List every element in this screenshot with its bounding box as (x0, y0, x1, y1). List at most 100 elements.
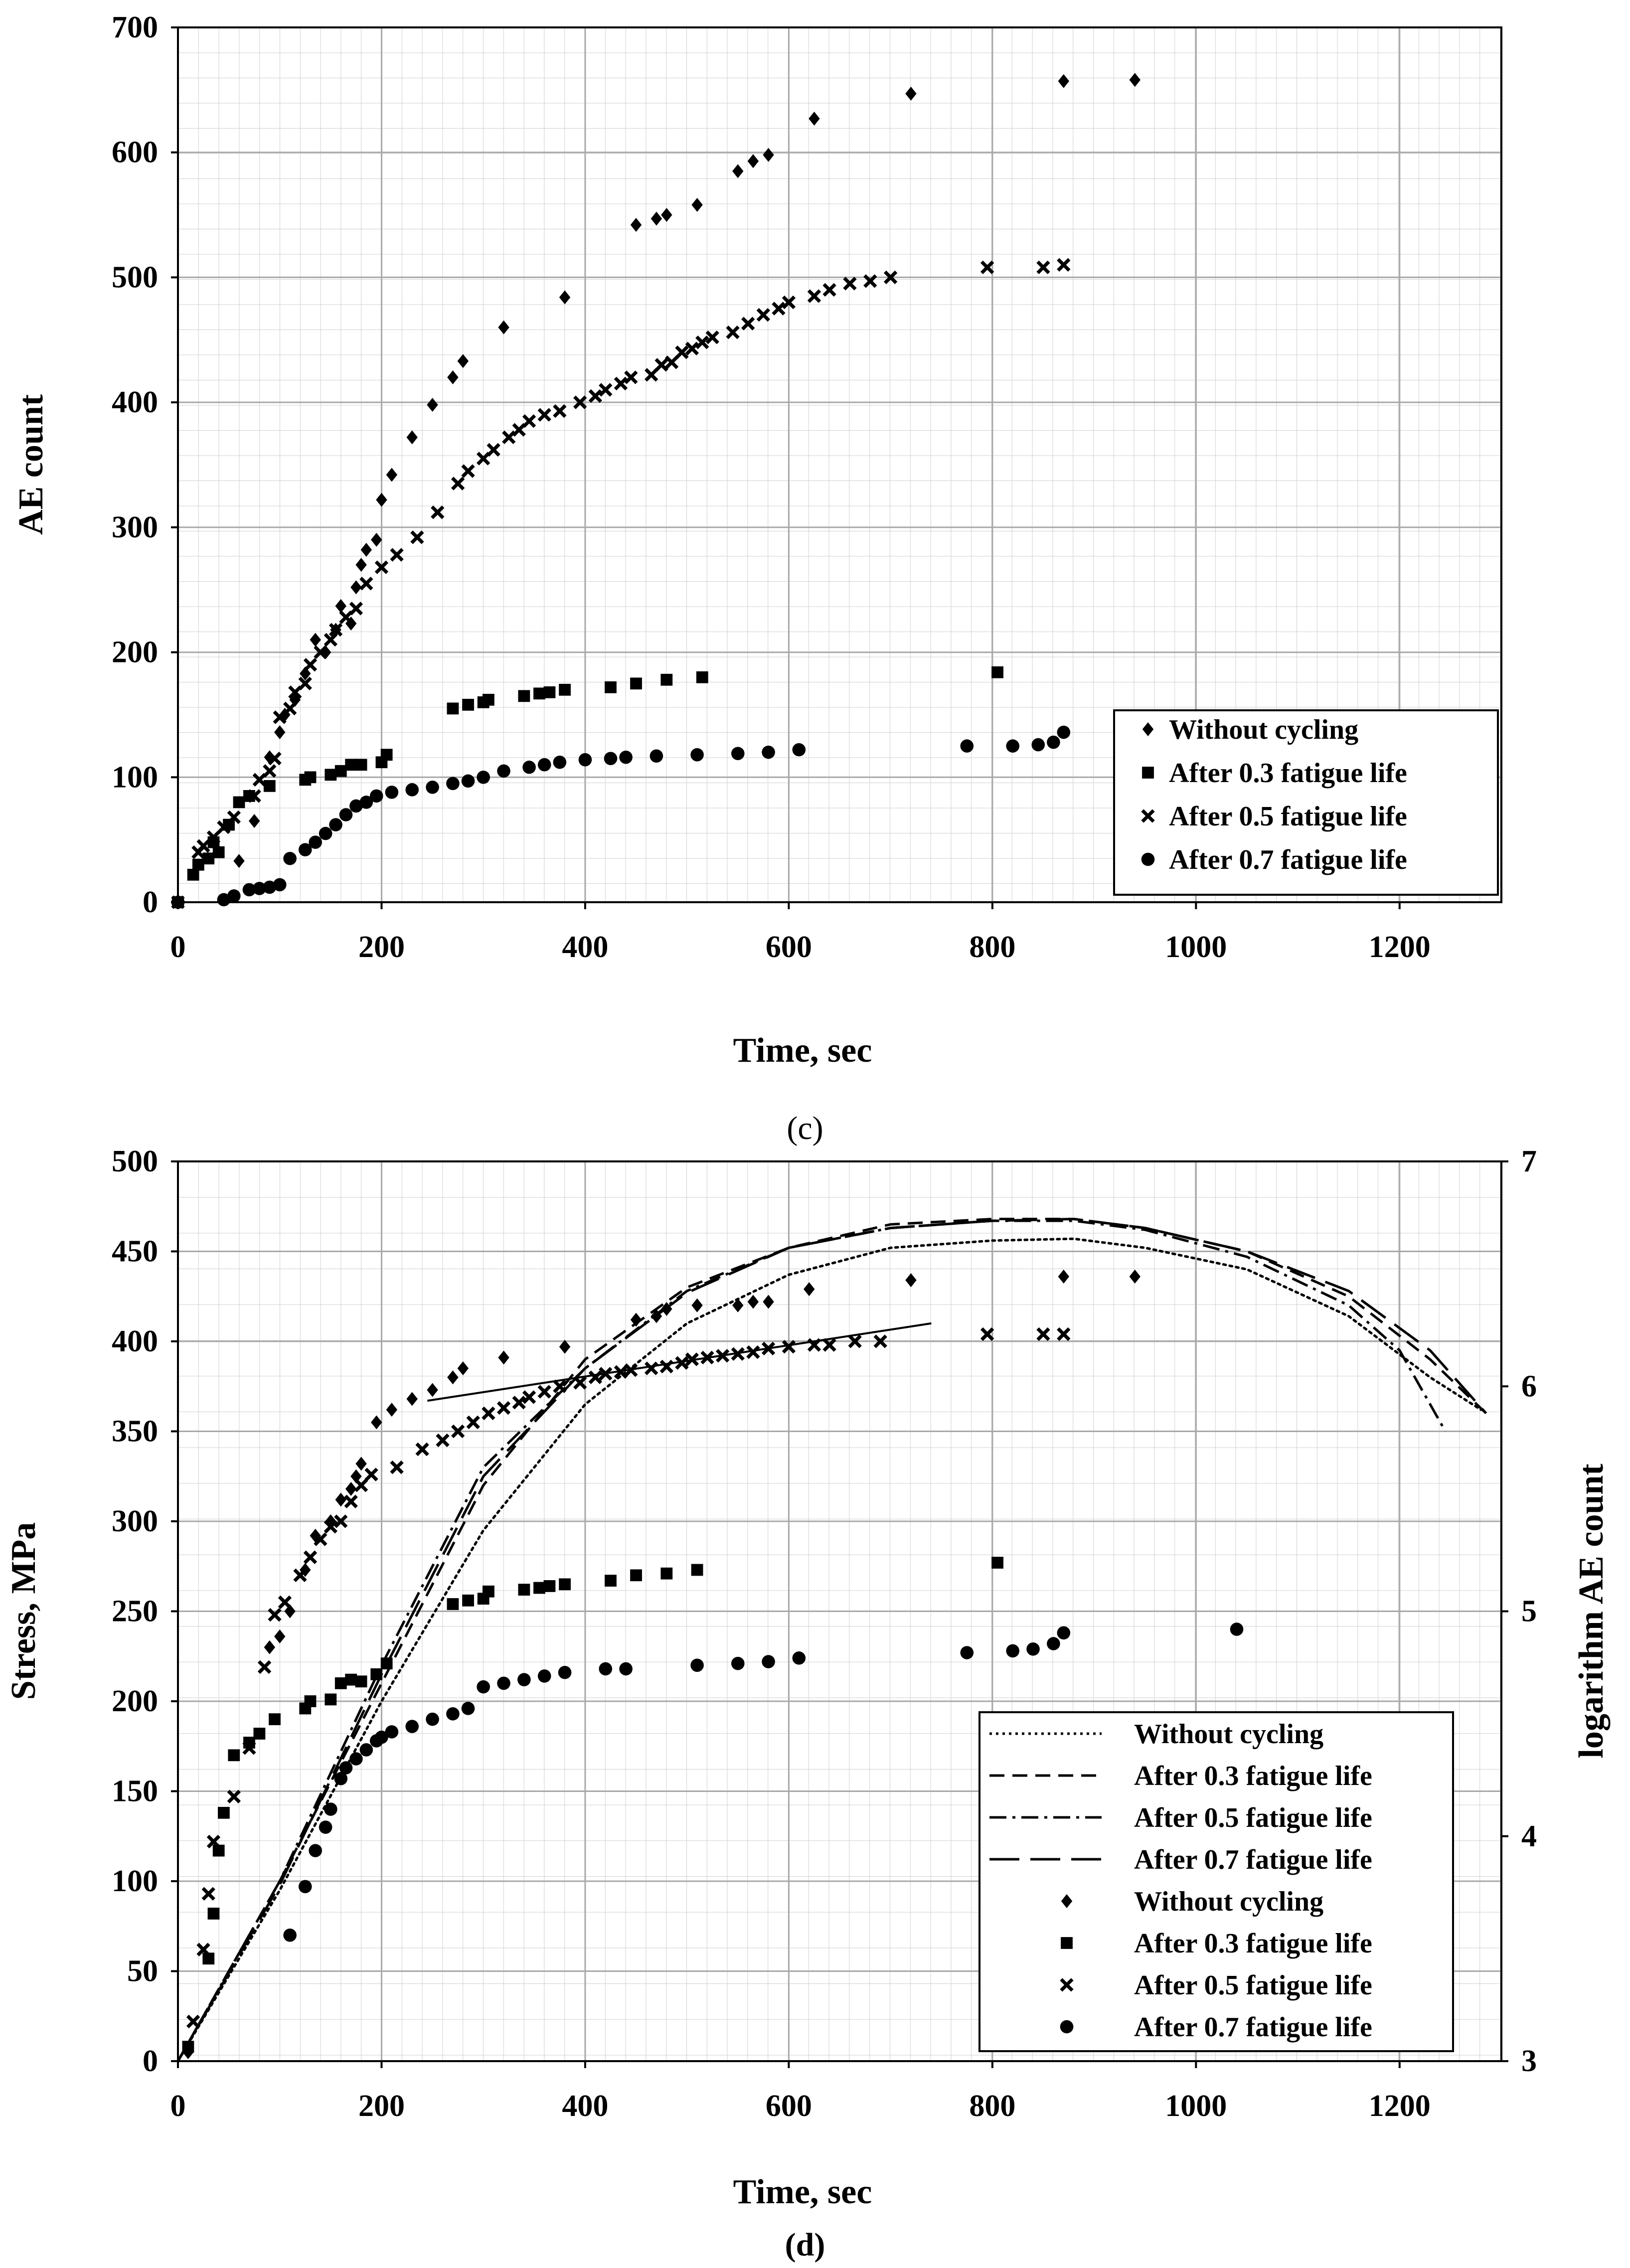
y2-tick-label: 4 (1521, 1819, 1537, 1853)
data-point-x (186, 2014, 200, 2029)
data-point-diamond (747, 154, 759, 168)
legend-label: After 0.3 fatigue life (1134, 1761, 1372, 1791)
data-point-x (573, 395, 587, 409)
data-point-diamond (371, 1415, 382, 1430)
x-tick-label: 600 (766, 930, 812, 964)
data-point-circle (273, 878, 287, 892)
data-point-x (436, 1433, 450, 1448)
data-point-circle (385, 1725, 399, 1739)
chart-d: 0 200 400 600 800 1000 1200 0 50 100 150 200 250 300… (4, 1144, 1611, 2263)
data-point-circle (319, 1820, 332, 1834)
chart-c-plot-frame (177, 26, 1502, 903)
y-tick-label: 0 (143, 885, 158, 919)
data-point-x (257, 1660, 272, 1674)
data-point-circle (477, 1680, 490, 1694)
data-point-diamond (691, 198, 703, 212)
chart-c-x-ticks: 0 200 400 600 800 1000 1200 (170, 902, 1431, 964)
data-point-diamond (747, 1295, 759, 1309)
data-point-x (553, 1379, 567, 1393)
data-point-x (624, 1363, 638, 1377)
data-point-square (212, 846, 225, 858)
data-point-x (573, 1376, 587, 1390)
data-point-diamond (427, 398, 438, 412)
data-point-circle (369, 789, 383, 803)
chart-c-y-axis-label: AE count (12, 394, 50, 535)
data-point-x (873, 1334, 887, 1348)
chart-d-markers (182, 1270, 1244, 2059)
curve-longdash (176, 1217, 1487, 2062)
chart-c-legend-box (1113, 709, 1499, 896)
data-point-circle (960, 1646, 974, 1659)
data-point-x (268, 1608, 282, 1622)
data-point-diamond (355, 1457, 367, 1471)
data-point-square (228, 1749, 240, 1762)
data-point-circle (334, 1772, 348, 1785)
data-point-square (660, 673, 673, 686)
curve-dotted (176, 1237, 1482, 2063)
data-point-diamond (732, 164, 744, 178)
x-tick-label: 1200 (1369, 2089, 1431, 2123)
data-point-square (304, 1695, 317, 1707)
legend-label: Without cycling (1134, 1719, 1323, 1750)
data-point-x (273, 710, 287, 724)
data-point-circle (792, 1651, 806, 1665)
data-point-x (334, 1514, 348, 1528)
chart-d-y2-axis-label: logarithm AE count (1572, 1463, 1611, 1758)
data-point-circle (446, 777, 460, 791)
data-point-x (328, 623, 343, 637)
data-point-x (782, 295, 796, 310)
data-point-square (334, 765, 347, 777)
data-point-circle (1057, 725, 1071, 739)
data-point-square (447, 1598, 459, 1610)
data-point-square (233, 796, 245, 809)
data-point-x (700, 1350, 714, 1365)
legend-marker-x (1141, 809, 1155, 823)
data-point-circle (650, 749, 663, 763)
data-point-x (477, 452, 490, 466)
data-point-circle (253, 882, 266, 895)
data-point-circle (537, 1669, 551, 1683)
data-point-circle (792, 743, 806, 757)
data-point-x (654, 358, 668, 372)
data-point-x (227, 810, 241, 824)
y-tick-label: 500 (112, 1144, 158, 1178)
data-point-square (269, 1713, 281, 1725)
data-point-x (746, 1345, 760, 1359)
legend-marker-x (1060, 1978, 1074, 1992)
data-point-square (691, 1564, 703, 1576)
data-point-circle (604, 752, 618, 765)
data-point-square (462, 1594, 474, 1607)
data-point-x (268, 752, 282, 766)
data-point-diamond (630, 218, 642, 232)
data-point-square (605, 681, 617, 693)
data-point-x (512, 1396, 526, 1410)
data-point-x (715, 1349, 730, 1363)
data-point-square (325, 769, 337, 781)
legend-marker-square (1061, 1937, 1073, 1949)
data-point-diamond (661, 1302, 672, 1316)
data-point-diamond (763, 1295, 774, 1309)
data-point-diamond (498, 1350, 509, 1365)
series-circle (171, 725, 1071, 909)
data-point-x (359, 577, 373, 591)
data-point-diamond (630, 1312, 642, 1327)
data-point-circle (339, 1761, 353, 1775)
y-tick-label: 100 (112, 760, 158, 794)
chart-d-legend-box (978, 1711, 1454, 2052)
data-point-circle (553, 755, 567, 769)
data-point-x (196, 1943, 210, 1956)
data-point-diamond (447, 1370, 459, 1385)
data-point-diamond (248, 814, 260, 828)
x-tick-label: 600 (766, 2089, 812, 2123)
data-point-diamond (386, 1403, 398, 1417)
data-point-circle (1057, 1626, 1071, 1640)
chart-c-legend: Without cycling After 0.3 fatigue life Aft… (1113, 709, 1499, 896)
data-point-x (1036, 260, 1050, 275)
data-point-diamond (1058, 74, 1070, 88)
data-point-x (293, 1568, 307, 1582)
data-point-circle (298, 843, 312, 856)
data-point-diamond (274, 1629, 286, 1644)
data-point-x (461, 464, 475, 478)
data-point-diamond (335, 1492, 346, 1507)
data-point-x (537, 1385, 551, 1399)
